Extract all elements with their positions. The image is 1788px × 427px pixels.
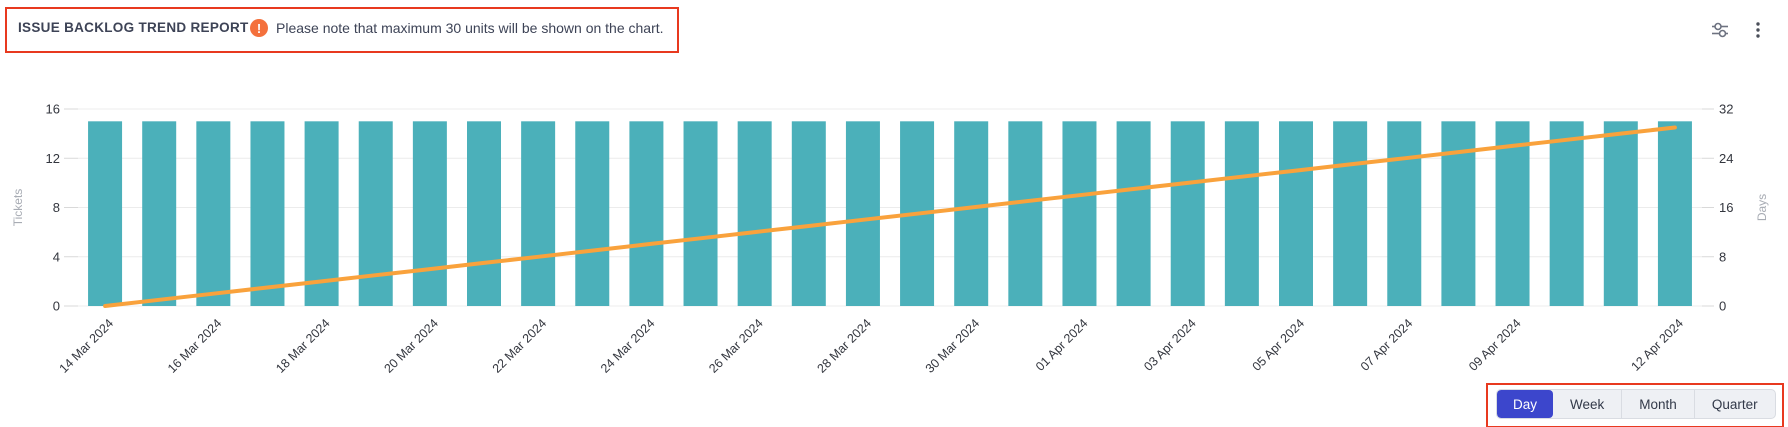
bar-06 Apr 2024[interactable] (1333, 121, 1368, 306)
left-axis-tick-label: 8 (53, 200, 60, 215)
granularity-month-button[interactable]: Month (1621, 390, 1694, 418)
x-axis-label: 01 Apr 2024 (1033, 316, 1091, 374)
bar-31 Mar 2024[interactable] (1008, 121, 1043, 306)
bar-04 Apr 2024[interactable] (1224, 121, 1259, 306)
left-axis-tick-label: 4 (53, 249, 60, 264)
x-axis-label: 12 Apr 2024 (1628, 316, 1686, 374)
x-axis-label: 24 Mar 2024 (598, 316, 658, 376)
x-axis-label: 20 Mar 2024 (381, 316, 441, 376)
x-axis-label: 09 Apr 2024 (1466, 316, 1524, 374)
bar-27 Mar 2024[interactable] (791, 121, 826, 306)
x-axis-label: 03 Apr 2024 (1141, 316, 1199, 374)
x-axis-label: 30 Mar 2024 (923, 316, 983, 376)
filter-sliders-icon[interactable] (1708, 18, 1732, 42)
bar-11 Apr 2024[interactable] (1603, 121, 1638, 306)
bar-10 Apr 2024[interactable] (1549, 121, 1584, 306)
bar-03 Apr 2024[interactable] (1170, 121, 1205, 306)
bar-05 Apr 2024[interactable] (1279, 121, 1313, 306)
bar-09 Apr 2024[interactable] (1495, 121, 1530, 306)
right-axis-tick-label: 24 (1719, 151, 1733, 166)
x-axis-label: 05 Apr 2024 (1250, 316, 1308, 374)
bar-12 Apr 2024[interactable] (1657, 121, 1692, 306)
left-axis-tick-label: 16 (46, 102, 60, 117)
x-axis-label: 22 Mar 2024 (490, 316, 550, 376)
backlog-trend-chart: 0 4 8 12 16 0 8 16 24 32 Tickets Days 14 Mar 2024 16 … (0, 70, 1788, 405)
bar-30 Mar 2024[interactable] (954, 121, 989, 306)
x-axis-label: 28 Mar 2024 (815, 316, 875, 376)
right-axis-tick-label: 16 (1719, 200, 1733, 215)
x-axis-label: 18 Mar 2024 (273, 316, 333, 376)
chart-canvas: 0 4 8 12 16 0 8 16 24 32 Tickets Days 14 Mar 2024 16 … (11, 102, 1769, 376)
bar-20 Mar 2024[interactable] (412, 121, 447, 306)
report-title: ISSUE BACKLOG TREND REPORT (18, 20, 249, 35)
bar-02 Apr 2024[interactable] (1116, 121, 1151, 306)
bar-22 Mar 2024[interactable] (521, 121, 556, 306)
bar-28 Mar 2024[interactable] (845, 121, 880, 306)
granularity-week-button[interactable]: Week (1553, 390, 1621, 418)
left-axis-tick-label: 12 (46, 151, 60, 166)
x-axis-label: 07 Apr 2024 (1358, 316, 1416, 374)
bar-14 Mar 2024[interactable] (88, 121, 123, 306)
alert-icon: ! (250, 19, 268, 37)
x-axis-label: 14 Mar 2024 (57, 316, 117, 376)
bar-17 Mar 2024[interactable] (250, 121, 285, 306)
right-axis-tick-label: 0 (1719, 299, 1726, 314)
left-axis-title: Tickets (11, 189, 25, 227)
max-units-note: Please note that maximum 30 units will b… (276, 20, 664, 36)
bar-23 Mar 2024[interactable] (575, 121, 610, 306)
bar-25 Mar 2024[interactable] (683, 121, 718, 306)
right-axis-tick-label: 32 (1719, 102, 1733, 117)
right-axis-tick-label: 8 (1719, 249, 1726, 264)
bar-01 Apr 2024[interactable] (1062, 121, 1097, 306)
kebab-menu-icon[interactable] (1746, 18, 1770, 42)
granularity-toggle: Day Week Month Quarter (1496, 389, 1776, 419)
granularity-day-button[interactable]: Day (1497, 390, 1554, 418)
bar-07 Apr 2024[interactable] (1387, 121, 1422, 306)
left-axis-tick-label: 0 (53, 299, 60, 314)
x-axis-label: 26 Mar 2024 (706, 316, 766, 376)
bar-15 Mar 2024[interactable] (142, 121, 177, 306)
right-axis-title: Days (1755, 194, 1769, 221)
bar-16 Mar 2024[interactable] (196, 121, 231, 306)
widget-header-actions (1708, 18, 1770, 42)
bar-26 Mar 2024[interactable] (737, 121, 772, 306)
bar-18 Mar 2024[interactable] (304, 121, 339, 306)
bar-24 Mar 2024[interactable] (629, 121, 664, 306)
trend-line[interactable] (103, 125, 1677, 308)
bar-21 Mar 2024[interactable] (467, 121, 501, 306)
x-axis-label: 16 Mar 2024 (165, 316, 225, 376)
granularity-quarter-button[interactable]: Quarter (1693, 390, 1775, 418)
